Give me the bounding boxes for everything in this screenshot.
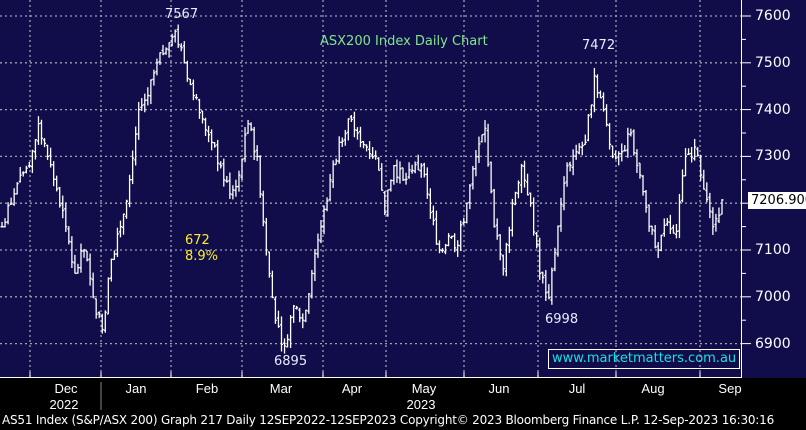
year-label: 2023 — [406, 397, 436, 412]
y-tick-label: 6900 — [755, 336, 791, 352]
x-tick-label: Jun — [488, 381, 510, 396]
x-tick-label: Aug — [641, 381, 665, 396]
y-tick-label: 7600 — [755, 8, 791, 24]
annotation-move-pct: 8.9% — [185, 249, 219, 264]
year-label: 2022 — [49, 397, 79, 412]
annotation-high2: 7472 — [582, 38, 616, 53]
x-tick-label: Mar — [269, 381, 293, 396]
chart-title: ASX200 Index Daily Chart — [320, 34, 488, 49]
x-tick-label: Jul — [568, 381, 586, 396]
x-tick-label: Feb — [195, 381, 219, 396]
annotation-move-points: 672 — [185, 233, 210, 248]
y-tick-label: 7500 — [755, 55, 791, 71]
footer-info: AS51 Index (S&P/ASX 200) Graph 217 Daily… — [2, 413, 775, 427]
x-tick-label: May — [411, 381, 437, 396]
y-tick-label: 7100 — [755, 242, 791, 258]
x-tick-label: Apr — [341, 381, 363, 396]
y-axis — [742, 0, 806, 378]
annotation-low2: 6998 — [545, 312, 579, 327]
y-tick-label: 7000 — [755, 289, 791, 305]
annotation-high: 7567 — [165, 7, 199, 22]
annotation-low: 6895 — [274, 354, 308, 369]
x-tick-label: Sep — [718, 381, 742, 396]
website-label: www.marketmatters.com.au — [548, 349, 741, 369]
last-price-tag: 7206.900 — [748, 192, 806, 209]
y-tick-label: 7400 — [755, 102, 791, 118]
x-tick-label: Dec — [54, 381, 78, 396]
x-tick-label: Jan — [125, 381, 147, 396]
y-tick-label: 7300 — [755, 148, 791, 164]
